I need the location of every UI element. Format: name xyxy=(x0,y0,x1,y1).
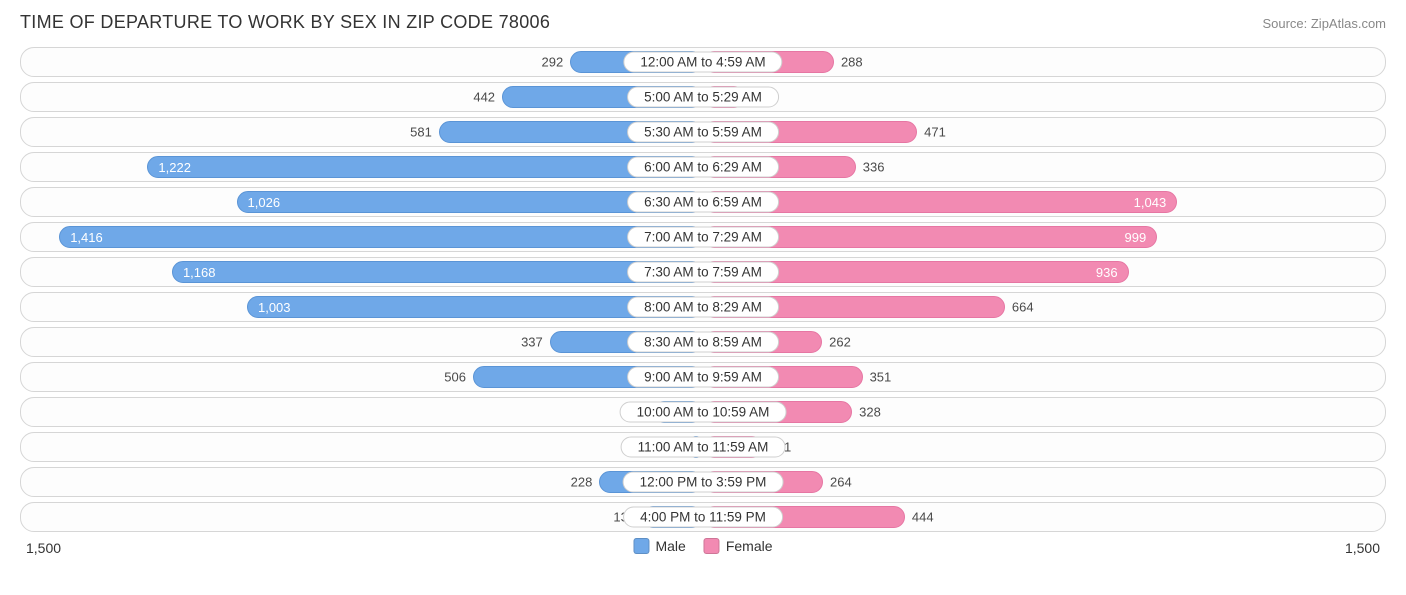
male-bar: 1,168 xyxy=(172,261,703,283)
chart-row: 1,026 1,043 6:30 AM to 6:59 AM xyxy=(20,187,1386,217)
female-value-label: 471 xyxy=(924,125,946,140)
chart-row: 228 264 12:00 PM to 3:59 PM xyxy=(20,467,1386,497)
male-value-label: 292 xyxy=(542,55,564,70)
male-value-label: 228 xyxy=(571,475,593,490)
category-label: 7:30 AM to 7:59 AM xyxy=(627,262,779,283)
category-label: 8:30 AM to 8:59 AM xyxy=(627,332,779,353)
female-value-label: 262 xyxy=(829,335,851,350)
female-value-label: 288 xyxy=(841,55,863,70)
female-value-label: 328 xyxy=(859,405,881,420)
category-label: 5:00 AM to 5:29 AM xyxy=(627,87,779,108)
female-value-label: 351 xyxy=(870,370,892,385)
legend-label-female: Female xyxy=(726,538,773,554)
male-bar: 1,222 xyxy=(147,156,703,178)
male-value-label: 337 xyxy=(521,335,543,350)
male-swatch-icon xyxy=(633,538,649,554)
chart-title: TIME OF DEPARTURE TO WORK BY SEX IN ZIP … xyxy=(20,12,550,33)
chart-row: 292 288 12:00 AM to 4:59 AM xyxy=(20,47,1386,77)
male-value-label: 1,168 xyxy=(183,265,216,280)
chart-row: 3113111:00 AM to 11:59 AM xyxy=(20,432,1386,462)
male-value-label: 1,026 xyxy=(248,195,281,210)
chart-row: 1,003 664 8:00 AM to 8:29 AM xyxy=(20,292,1386,322)
chart-row: 10932810:00 AM to 10:59 AM xyxy=(20,397,1386,427)
axis-max-right: 1,500 xyxy=(1345,540,1380,556)
female-value-label: 936 xyxy=(1096,265,1118,280)
male-bar: 1,416 xyxy=(59,226,703,248)
female-value-label: 1,043 xyxy=(1134,195,1167,210)
category-label: 6:00 AM to 6:29 AM xyxy=(627,157,779,178)
female-value-label: 999 xyxy=(1125,230,1147,245)
male-value-label: 1,003 xyxy=(258,300,291,315)
category-label: 8:00 AM to 8:29 AM xyxy=(627,297,779,318)
category-label: 11:00 AM to 11:59 AM xyxy=(621,437,786,458)
legend-label-male: Male xyxy=(655,538,685,554)
category-label: 12:00 PM to 3:59 PM xyxy=(623,472,784,493)
male-value-label: 1,416 xyxy=(70,230,103,245)
chart-row: 581 471 5:30 AM to 5:59 AM xyxy=(20,117,1386,147)
chart-row: 337 262 8:30 AM to 8:59 AM xyxy=(20,327,1386,357)
chart-row: 1,416 999 7:00 AM to 7:29 AM xyxy=(20,222,1386,252)
male-value-label: 442 xyxy=(473,90,495,105)
category-label: 5:30 AM to 5:59 AM xyxy=(627,122,779,143)
female-value-label: 444 xyxy=(912,510,934,525)
chart-row: 442925:00 AM to 5:29 AM xyxy=(20,82,1386,112)
legend: Male Female xyxy=(633,538,772,554)
legend-item-male: Male xyxy=(633,538,685,554)
female-value-label: 264 xyxy=(830,475,852,490)
category-label: 7:00 AM to 7:29 AM xyxy=(627,227,779,248)
chart-row: 1,168 936 7:30 AM to 7:59 AM xyxy=(20,257,1386,287)
chart-row: 506 351 9:00 AM to 9:59 AM xyxy=(20,362,1386,392)
female-value-label: 336 xyxy=(863,160,885,175)
male-value-label: 506 xyxy=(444,370,466,385)
female-value-label: 664 xyxy=(1012,300,1034,315)
category-label: 4:00 PM to 11:59 PM xyxy=(623,507,783,528)
male-value-label: 1,222 xyxy=(158,160,191,175)
population-pyramid-chart: 292 288 12:00 AM to 4:59 AM 442925:00 AM to… xyxy=(20,47,1386,532)
axis-max-left: 1,500 xyxy=(26,540,61,556)
chart-row: 1,222 336 6:00 AM to 6:29 AM xyxy=(20,152,1386,182)
legend-item-female: Female xyxy=(704,538,773,554)
female-swatch-icon xyxy=(704,538,720,554)
male-value-label: 581 xyxy=(410,125,432,140)
category-label: 12:00 AM to 4:59 AM xyxy=(623,52,782,73)
category-label: 10:00 AM to 10:59 AM xyxy=(620,402,787,423)
category-label: 9:00 AM to 9:59 AM xyxy=(627,367,779,388)
source-attribution: Source: ZipAtlas.com xyxy=(1262,16,1386,31)
category-label: 6:30 AM to 6:59 AM xyxy=(627,192,779,213)
chart-row: 1344444:00 PM to 11:59 PM xyxy=(20,502,1386,532)
